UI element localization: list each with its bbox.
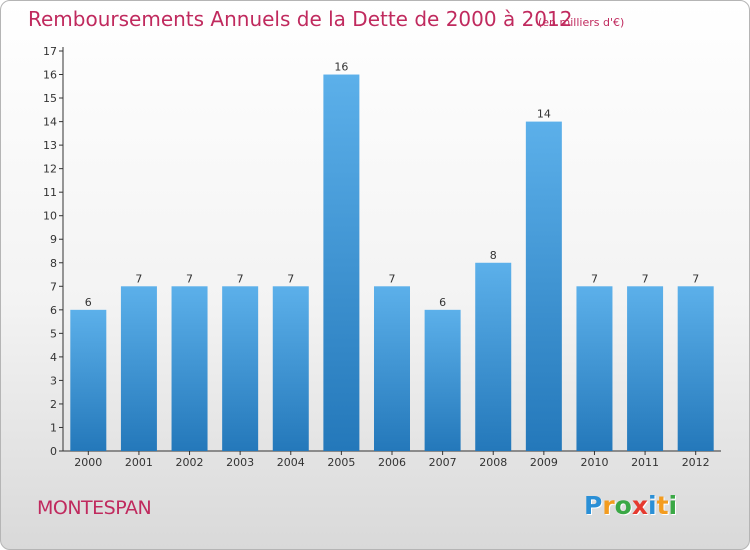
logo-letter: t — [656, 491, 669, 520]
bar-2006 — [374, 286, 410, 451]
logo-letter: r — [602, 491, 615, 520]
bar-2002 — [171, 286, 208, 451]
x-tick-label: 2008 — [479, 456, 507, 469]
y-tick-label: 12 — [43, 163, 57, 176]
logo-letter: i — [668, 491, 678, 520]
y-tick-label: 7 — [50, 280, 57, 293]
x-tick-label: 2006 — [378, 456, 406, 469]
x-tick-label: 2009 — [530, 456, 558, 469]
bar-value-label: 7 — [287, 272, 294, 285]
bar-value-label: 7 — [591, 272, 598, 285]
bar-2005 — [323, 74, 360, 451]
y-tick-label: 8 — [50, 257, 57, 270]
bar-2009 — [525, 121, 562, 452]
bar-2000 — [70, 309, 107, 451]
bar-value-label: 8 — [490, 249, 497, 262]
bar-2007 — [424, 309, 461, 451]
x-tick-label: 2003 — [226, 456, 254, 469]
town-name: MONTESPAN — [37, 497, 152, 519]
y-tick-label: 9 — [50, 233, 57, 246]
x-tick-label: 2011 — [631, 456, 659, 469]
bar-value-label: 7 — [642, 272, 649, 285]
x-tick-label: 2000 — [74, 456, 102, 469]
y-tick-label: 16 — [43, 69, 57, 82]
bar-value-label: 14 — [537, 108, 551, 121]
bar-value-label: 6 — [439, 296, 446, 309]
bar-2008 — [475, 262, 512, 451]
bar-value-label: 7 — [186, 272, 193, 285]
y-tick-label: 3 — [50, 374, 57, 387]
y-tick-label: 17 — [43, 45, 57, 58]
x-tick-label: 2005 — [327, 456, 355, 469]
bar-2012 — [677, 286, 714, 451]
x-tick-label: 2010 — [580, 456, 608, 469]
x-tick-label: 2002 — [176, 456, 204, 469]
chart-title: Remboursements Annuels de la Dette de 20… — [28, 7, 573, 31]
x-tick-label: 2004 — [277, 456, 305, 469]
y-tick-label: 10 — [43, 210, 57, 223]
logo-letter: x — [631, 491, 648, 520]
x-tick-label: 2007 — [429, 456, 457, 469]
bar-value-label: 7 — [389, 272, 396, 285]
bar-value-label: 7 — [135, 272, 142, 285]
y-tick-label: 15 — [43, 92, 57, 105]
x-tick-label: 2012 — [682, 456, 710, 469]
proxiti-logo[interactable]: Proxiti — [584, 491, 677, 520]
y-tick-label: 0 — [50, 445, 57, 458]
x-tick-label: 2001 — [125, 456, 153, 469]
y-tick-label: 14 — [43, 116, 57, 129]
bar-2010 — [576, 286, 613, 451]
y-tick-label: 13 — [43, 139, 57, 152]
y-tick-label: 11 — [43, 186, 57, 199]
logo-letter: i — [648, 491, 657, 520]
bar-value-label: 16 — [334, 61, 348, 74]
logo-letter: P — [584, 491, 603, 520]
y-tick-label: 6 — [50, 304, 57, 317]
bar-value-label: 6 — [85, 296, 92, 309]
bar-2011 — [627, 286, 664, 451]
bar-2003 — [222, 286, 259, 451]
y-tick-label: 5 — [50, 327, 57, 340]
bar-value-label: 7 — [237, 272, 244, 285]
bar-2001 — [120, 286, 157, 451]
logo-letter: o — [614, 491, 632, 520]
y-tick-label: 2 — [50, 398, 57, 411]
chart-subtitle: (en milliers d'€) — [538, 16, 625, 29]
bar-value-label: 7 — [692, 272, 699, 285]
y-tick-label: 1 — [50, 421, 57, 434]
y-tick-label: 4 — [50, 351, 57, 364]
bar-2004 — [272, 286, 309, 451]
